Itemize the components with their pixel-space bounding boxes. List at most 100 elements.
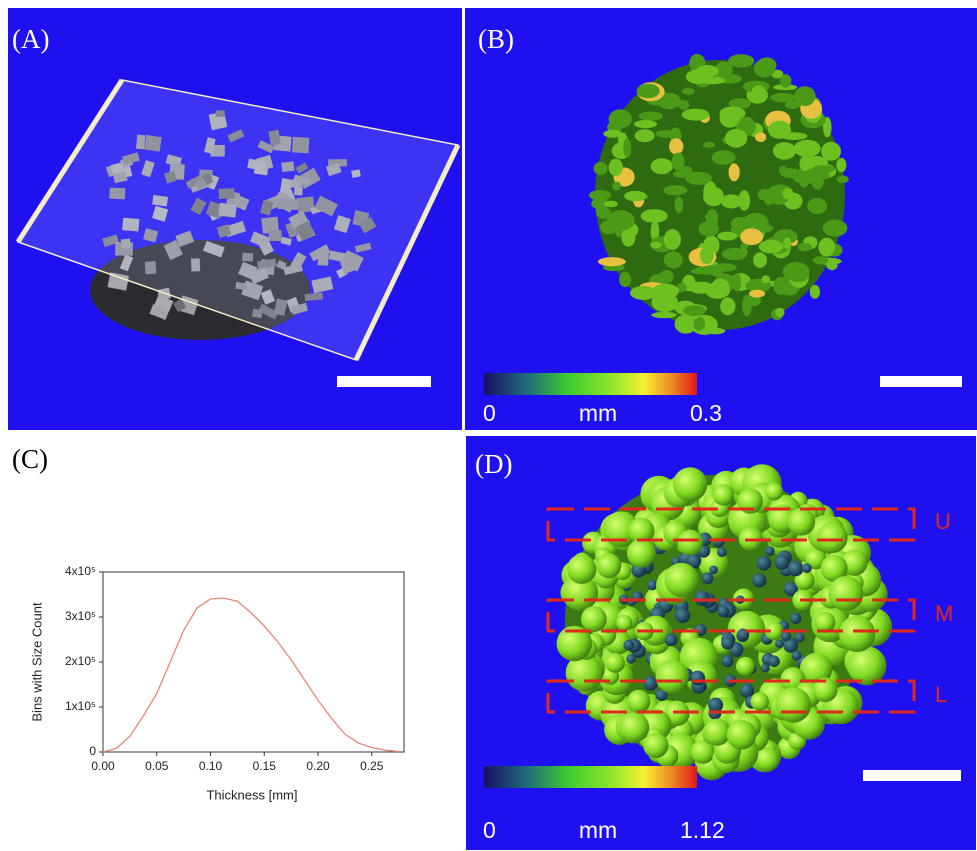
particle [703, 181, 716, 203]
panel-label: (A) [12, 24, 49, 54]
particle [638, 112, 663, 121]
particle [660, 270, 674, 283]
sphere [694, 591, 709, 606]
region-label: U [935, 509, 951, 534]
particle [641, 209, 668, 223]
particle [703, 142, 715, 148]
particle [773, 142, 796, 160]
sphere [817, 522, 848, 553]
x-tick-label: 0.25 [360, 759, 384, 773]
sphere [623, 640, 634, 651]
particle [785, 101, 801, 109]
particle [754, 59, 776, 77]
particle [758, 189, 771, 201]
particle [609, 109, 632, 128]
particle [624, 191, 646, 201]
particle [826, 261, 837, 270]
scale-bar [863, 770, 961, 781]
particle [836, 158, 846, 172]
particle [678, 100, 689, 110]
sphere [643, 733, 668, 758]
particle [607, 210, 635, 231]
sphere [627, 690, 650, 713]
particle [798, 243, 812, 251]
particle [652, 284, 679, 299]
particle [603, 130, 622, 138]
sphere [713, 484, 734, 505]
particle [773, 277, 788, 295]
sphere [581, 606, 607, 632]
particle [651, 312, 677, 318]
sphere [647, 580, 657, 590]
particle [705, 328, 726, 335]
x-tick-label: 0.20 [306, 759, 330, 773]
particle [634, 120, 657, 128]
particle [775, 308, 784, 317]
particle [612, 182, 621, 191]
particle [755, 132, 766, 142]
particle [818, 238, 835, 257]
sphere [664, 563, 698, 597]
colorbar-min: 0 [483, 400, 496, 426]
particle [807, 198, 827, 214]
particle [800, 178, 809, 188]
particle [782, 188, 793, 199]
particle [794, 140, 821, 157]
colorbar-max: 0.3 [690, 400, 722, 426]
y-axis-label: Bins with Size Count [29, 602, 44, 722]
sphere [709, 565, 718, 574]
particle [837, 175, 849, 183]
chart: Thickness [mm] Bins with Size Count 01x1… [29, 564, 404, 802]
particle [609, 159, 623, 176]
sphere [665, 634, 678, 647]
particle [619, 272, 631, 287]
particle [630, 286, 656, 300]
sphere [765, 483, 783, 501]
x-tick-label: 0.10 [199, 759, 223, 773]
particle [682, 88, 695, 95]
particle [696, 65, 720, 77]
particle [722, 248, 748, 260]
sphere [775, 687, 811, 723]
particle [740, 228, 763, 245]
colorbar-min: 0 [483, 817, 496, 843]
particle [635, 129, 655, 142]
sphere [761, 664, 770, 673]
particle [729, 163, 740, 181]
particle [752, 85, 767, 101]
particle [675, 197, 684, 214]
data-line [103, 598, 399, 752]
particle [799, 156, 810, 171]
sphere [627, 539, 656, 568]
particle [738, 190, 750, 211]
sphere [721, 655, 733, 667]
y-tick-label: 3x10⁵ [65, 609, 96, 623]
particle [761, 275, 770, 283]
particle [593, 162, 607, 175]
particle [725, 129, 747, 148]
sphere [790, 613, 801, 624]
sphere [792, 651, 802, 661]
sphere [752, 573, 766, 587]
particle [731, 217, 752, 230]
particle [783, 238, 791, 249]
particle [823, 220, 848, 237]
sphere [775, 639, 784, 648]
colorbar-max: 1.12 [680, 817, 725, 843]
sphere [567, 554, 596, 583]
particle [682, 109, 710, 121]
panel-label: (D) [475, 449, 512, 479]
colorbar [484, 373, 697, 395]
particle [720, 297, 735, 315]
particle [759, 240, 784, 254]
particle [623, 139, 631, 158]
sphere [619, 712, 649, 742]
particle [669, 138, 683, 154]
particle [753, 252, 767, 268]
particle [813, 256, 828, 264]
sphere [703, 719, 730, 746]
colorbar [484, 766, 697, 788]
sphere [656, 660, 689, 693]
particle [719, 107, 745, 120]
particle [780, 74, 792, 87]
